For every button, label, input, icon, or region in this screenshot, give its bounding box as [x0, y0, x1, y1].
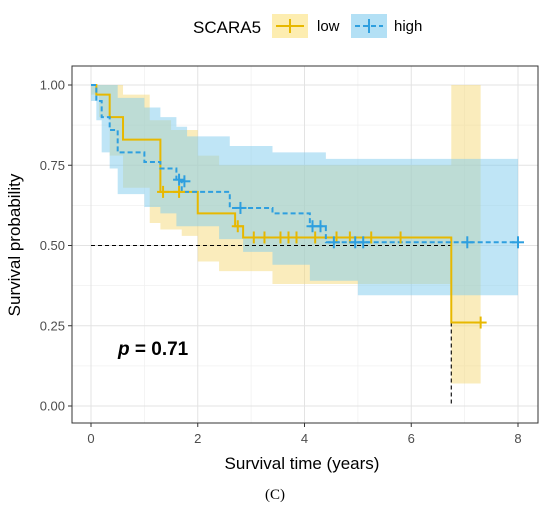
y-tick-label: 0.25 — [40, 318, 65, 333]
censor-mark-low — [365, 231, 378, 244]
ci-band-high — [91, 85, 518, 296]
y-tick-label: 0.00 — [40, 399, 65, 414]
censor-mark-high — [173, 173, 186, 186]
figure-caption: (C) — [265, 487, 285, 503]
x-tick-label: 4 — [301, 431, 308, 446]
censor-marks — [157, 173, 524, 329]
legend: SCARA5 low high — [193, 14, 422, 38]
x-tick-label: 0 — [87, 431, 94, 446]
legend-title: SCARA5 — [193, 18, 261, 37]
censor-mark-low — [258, 231, 271, 244]
axis-ticks: 0 2 4 6 8 0.00 0.25 0.50 0.75 1.00 — [40, 78, 522, 447]
p-value-symbol: p — [117, 339, 130, 360]
censor-mark-low — [231, 220, 244, 233]
x-axis-title: Survival time (years) — [225, 454, 380, 473]
censor-mark-high — [234, 201, 247, 214]
censor-mark-low — [290, 231, 303, 244]
censor-mark-low — [474, 316, 487, 329]
x-tick-label: 2 — [194, 431, 201, 446]
y-tick-label: 0.50 — [40, 238, 65, 253]
legend-key-low — [272, 14, 308, 38]
legend-key-high — [351, 14, 387, 38]
survival-curve-high — [91, 84, 518, 244]
median-reference-lines — [91, 244, 452, 406]
p-value-annotation: p = 0.71 — [117, 339, 189, 360]
y-axis-title: Survival probability — [5, 173, 24, 316]
y-tick-label: 1.00 — [40, 78, 65, 93]
confidence-bands — [91, 85, 518, 384]
censor-mark-low — [309, 231, 322, 244]
legend-label-low: low — [317, 18, 340, 35]
censor-mark-high — [461, 236, 474, 249]
censor-mark-high — [178, 175, 191, 188]
censor-mark-low — [157, 185, 170, 198]
p-value-text: = 0.71 — [130, 339, 189, 360]
censor-mark-low — [394, 231, 407, 244]
y-tick-label: 0.75 — [40, 158, 65, 173]
censor-mark-high — [314, 220, 327, 233]
censor-mark-low — [247, 231, 260, 244]
legend-label-high: high — [394, 18, 422, 35]
x-tick-label: 8 — [514, 431, 521, 446]
censor-mark-low — [173, 185, 186, 198]
x-tick-label: 6 — [408, 431, 415, 446]
censor-mark-high — [512, 236, 524, 249]
censor-mark-high — [357, 236, 370, 249]
censor-mark-high — [327, 236, 340, 249]
